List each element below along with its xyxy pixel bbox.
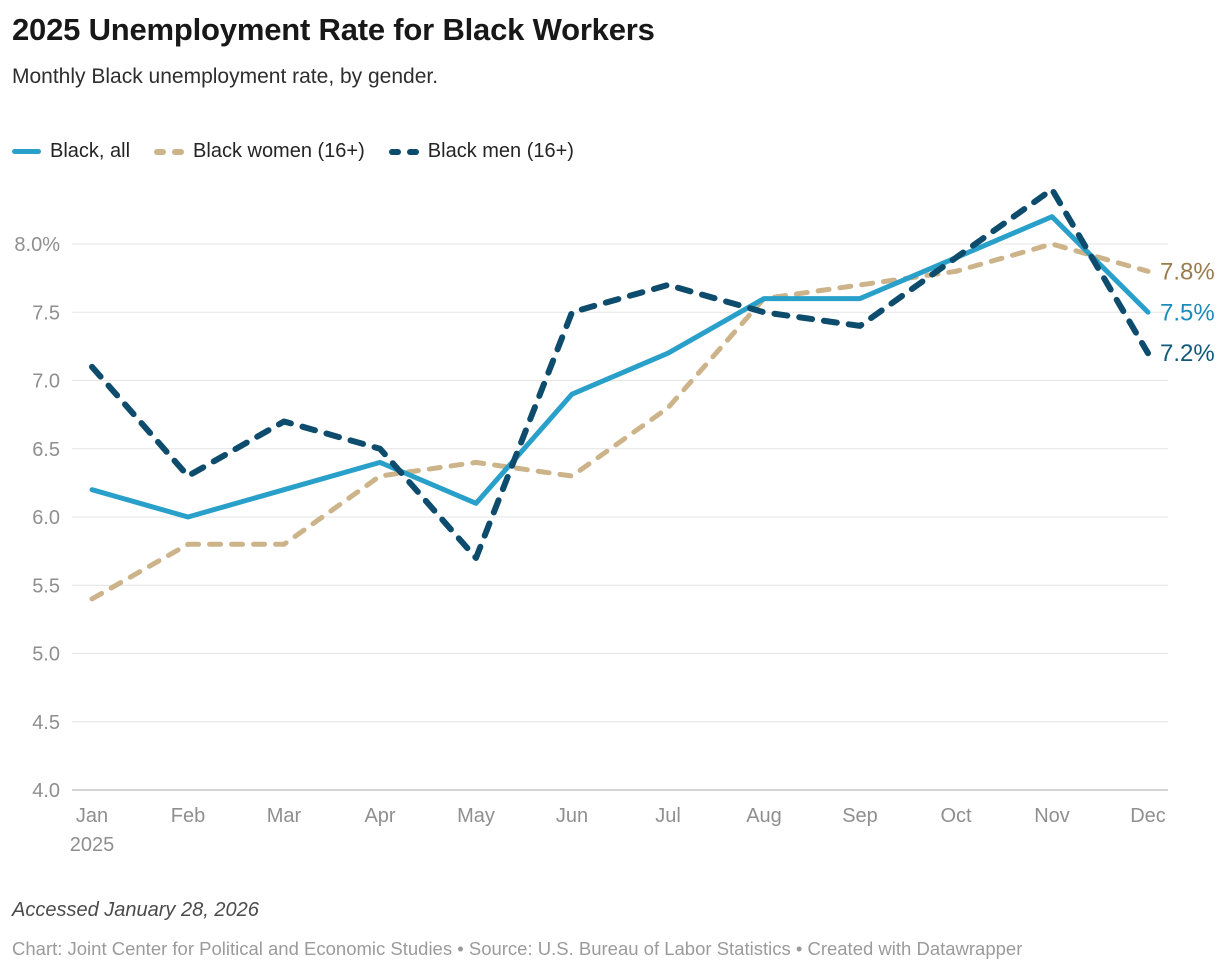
legend-label: Black women (16+) — [193, 140, 365, 162]
legend-swatch-dashed-icon — [388, 148, 419, 155]
x-tick-label-dec: Dec — [1130, 805, 1166, 827]
series-line-black-men-16 — [89, 186, 1151, 561]
y-tick-label: 6.5 — [32, 439, 60, 461]
end-value-label-black-women-16: 7.8% — [1160, 258, 1215, 285]
x-tick-label-oct: Oct — [940, 805, 972, 827]
x-tick-label-nov: Nov — [1034, 805, 1070, 827]
chart-subtitle: Monthly Black unemployment rate, by gend… — [12, 64, 439, 88]
x-tick-label-jul: Jul — [655, 805, 681, 827]
x-tick-label-sep: Sep — [842, 805, 878, 827]
chart-legend: Black, all Black women (16+) Black men (16… — [12, 140, 574, 163]
legend-label: Black men (16+) — [427, 140, 574, 162]
series-line-black-all — [89, 214, 1151, 520]
end-value-label-black-men-16: 7.2% — [1160, 340, 1215, 367]
legend-label: Black, all — [50, 140, 131, 162]
y-tick-label: 7.5 — [32, 302, 60, 324]
legend-item-black-men-16: Black men (16+) — [388, 140, 574, 163]
x-tick-label-aug: Aug — [746, 805, 782, 827]
chart-title: 2025 Unemployment Rate for Black Workers — [12, 12, 655, 47]
attribution-line: Chart: Joint Center for Political and Ec… — [12, 938, 1023, 959]
series-line-black-women-16 — [89, 241, 1151, 602]
y-tick-label: 4.5 — [32, 712, 60, 734]
x-tick-label-mar: Mar — [267, 805, 302, 827]
legend-item-black-women-16: Black women (16+) — [154, 140, 365, 163]
x-tick-label-feb: Feb — [171, 805, 205, 827]
line-chart: 8.0% 7.5 7.0 6.5 6.0 5.5 5.0 4.5 4.0 Jan Feb Mar Apr… — [14, 186, 1215, 856]
y-tick-label: 7.0 — [32, 371, 60, 393]
y-tick-label: 4.0 — [32, 780, 60, 802]
chart-header: 2025 Unemployment Rate for Black Workers… — [12, 12, 1202, 89]
x-tick-label-may: May — [457, 805, 495, 827]
y-tick-label: 8.0% — [14, 234, 60, 256]
legend-swatch-solid-icon — [12, 149, 41, 154]
x-axis-year-label: 2025 — [70, 834, 115, 856]
end-value-label-black-all: 7.5% — [1160, 299, 1215, 326]
legend-swatch-dashed-icon — [154, 148, 185, 155]
y-tick-label: 6.0 — [32, 507, 60, 529]
accessed-note: Accessed January 28, 2026 — [12, 899, 259, 921]
y-tick-label: 5.5 — [32, 575, 60, 597]
x-tick-label-jun: Jun — [556, 805, 588, 827]
y-tick-label: 5.0 — [32, 644, 60, 666]
x-tick-label-apr: Apr — [364, 805, 395, 827]
legend-item-black-all: Black, all — [12, 140, 130, 163]
x-tick-label-jan: Jan — [76, 805, 108, 827]
